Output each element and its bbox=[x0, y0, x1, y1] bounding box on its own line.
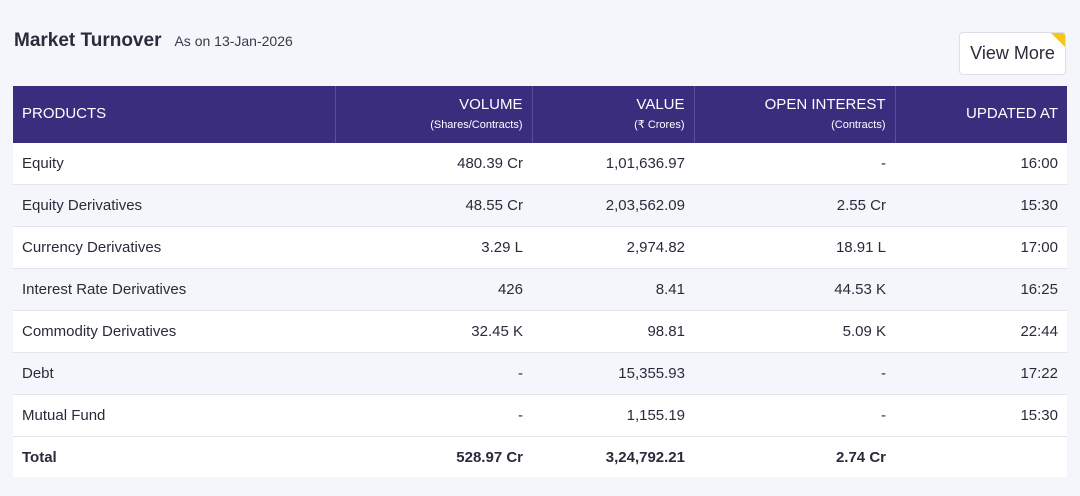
corner-accent-icon bbox=[1051, 33, 1065, 47]
updated-at-cell: 16:00 bbox=[895, 143, 1067, 185]
as-on-date: As on 13-Jan-2026 bbox=[174, 33, 293, 49]
product-cell: Equity bbox=[13, 143, 335, 185]
column-header-unit: (₹ Crores) bbox=[634, 119, 685, 131]
table-row: Currency Derivatives 3.29 L 2,974.82 18.… bbox=[13, 226, 1067, 269]
value-cell: 8.41 bbox=[532, 268, 694, 311]
product-cell: Mutual Fund bbox=[13, 394, 335, 437]
volume-cell: 32.45 K bbox=[335, 310, 532, 353]
value-cell: 1,155.19 bbox=[532, 394, 694, 437]
column-header-unit: (Contracts) bbox=[831, 119, 886, 131]
page-title: Market Turnover bbox=[14, 30, 162, 51]
open-interest-cell: - bbox=[694, 143, 895, 185]
open-interest-cell: - bbox=[694, 352, 895, 395]
product-cell: Debt bbox=[13, 352, 335, 395]
table-header-row: PRODUCTS VOLUME (Shares/Contracts) VALUE… bbox=[13, 86, 1067, 143]
total-row: Total 528.97 Cr 3,24,792.21 2.74 Cr bbox=[13, 436, 1067, 477]
open-interest-cell: 2.55 Cr bbox=[694, 184, 895, 227]
open-interest-cell: 5.09 K bbox=[694, 310, 895, 353]
value-cell: 1,01,636.97 bbox=[532, 143, 694, 185]
open-interest-cell: - bbox=[694, 394, 895, 437]
column-header-open-interest: OPEN INTEREST (Contracts) bbox=[694, 86, 896, 143]
table-row: Interest Rate Derivatives 426 8.41 44.53… bbox=[13, 268, 1067, 311]
column-header-label: VALUE bbox=[636, 96, 685, 114]
product-cell: Equity Derivatives bbox=[13, 184, 335, 227]
open-interest-cell: 44.53 K bbox=[694, 268, 895, 311]
total-updated-at-cell bbox=[895, 436, 1067, 477]
value-cell: 98.81 bbox=[532, 310, 694, 353]
volume-cell: - bbox=[335, 394, 532, 437]
updated-at-cell: 15:30 bbox=[895, 184, 1067, 227]
table-row: Equity Derivatives 48.55 Cr 2,03,562.09 … bbox=[13, 184, 1067, 227]
updated-at-cell: 17:00 bbox=[895, 226, 1067, 269]
total-value-cell: 3,24,792.21 bbox=[532, 436, 694, 477]
column-header-label: PRODUCTS bbox=[22, 105, 107, 123]
column-header-label: OPEN INTEREST bbox=[764, 96, 886, 114]
table-row: Mutual Fund - 1,155.19 - 15:30 bbox=[13, 394, 1067, 437]
page-header: Market Turnover As on 13-Jan-2026 bbox=[14, 30, 293, 52]
table-row: Commodity Derivatives 32.45 K 98.81 5.09… bbox=[13, 310, 1067, 353]
total-volume-cell: 528.97 Cr bbox=[335, 436, 532, 477]
product-cell: Currency Derivatives bbox=[13, 226, 335, 269]
volume-cell: - bbox=[335, 352, 532, 395]
market-turnover-table: PRODUCTS VOLUME (Shares/Contracts) VALUE… bbox=[13, 86, 1067, 477]
updated-at-cell: 15:30 bbox=[895, 394, 1067, 437]
column-header-label: UPDATED AT bbox=[966, 105, 1058, 123]
column-header-label: VOLUME bbox=[459, 96, 523, 114]
volume-cell: 48.55 Cr bbox=[335, 184, 532, 227]
column-header-updated-at: UPDATED AT bbox=[895, 86, 1067, 143]
column-header-products: PRODUCTS bbox=[13, 86, 336, 143]
value-cell: 15,355.93 bbox=[532, 352, 694, 395]
total-label-cell: Total bbox=[13, 436, 335, 477]
updated-at-cell: 17:22 bbox=[895, 352, 1067, 395]
open-interest-cell: 18.91 L bbox=[694, 226, 895, 269]
total-open-interest-cell: 2.74 Cr bbox=[694, 436, 895, 477]
volume-cell: 426 bbox=[335, 268, 532, 311]
view-more-label: View More bbox=[970, 43, 1055, 63]
column-header-volume: VOLUME (Shares/Contracts) bbox=[335, 86, 533, 143]
updated-at-cell: 22:44 bbox=[895, 310, 1067, 353]
column-header-value: VALUE (₹ Crores) bbox=[532, 86, 695, 143]
value-cell: 2,974.82 bbox=[532, 226, 694, 269]
value-cell: 2,03,562.09 bbox=[532, 184, 694, 227]
volume-cell: 3.29 L bbox=[335, 226, 532, 269]
table-row: Debt - 15,355.93 - 17:22 bbox=[13, 352, 1067, 395]
product-cell: Interest Rate Derivatives bbox=[13, 268, 335, 311]
table-row: Equity 480.39 Cr 1,01,636.97 - 16:00 bbox=[13, 143, 1067, 185]
volume-cell: 480.39 Cr bbox=[335, 143, 532, 185]
updated-at-cell: 16:25 bbox=[895, 268, 1067, 311]
column-header-unit: (Shares/Contracts) bbox=[430, 119, 523, 131]
view-more-button[interactable]: View More bbox=[959, 32, 1066, 75]
product-cell: Commodity Derivatives bbox=[13, 310, 335, 353]
